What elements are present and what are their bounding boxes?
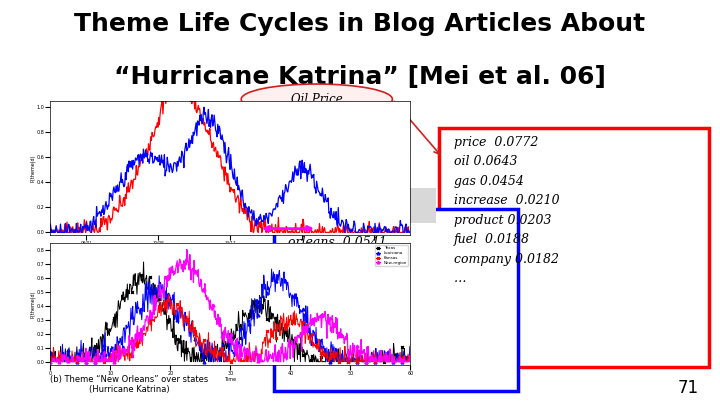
X-axis label: Time: Time [225,377,236,382]
Text: Hurricane Rita: Hurricane Rita [276,198,396,213]
Legend: Texas, Louisiana, Kansas, New-region: Texas, Louisiana, Kansas, New-region [375,245,408,266]
Text: Oil Price: Oil Price [291,93,343,106]
Text: price  0.0772
oil 0.0643
gas 0.0454
increase  0.0210
product 0.0203
fuel  0.0188: price 0.0772 oil 0.0643 gas 0.0454 incre… [454,136,559,285]
Ellipse shape [180,148,338,176]
FancyBboxPatch shape [274,209,518,391]
Y-axis label: P(theme|d): P(theme|d) [30,154,35,182]
Y-axis label: P(theme|d): P(theme|d) [30,290,35,318]
FancyBboxPatch shape [234,188,436,223]
Text: “Hurricane Katrina” [Mei et al. 06]: “Hurricane Katrina” [Mei et al. 06] [114,65,606,89]
Text: New Orleans: New Orleans [220,156,298,168]
Text: city   0.0634
orleans  0.0541
new  0.0342
louisiana 0.0235
flood  0.0227
evacuat: city 0.0634 orleans 0.0541 new 0.0342 lo… [288,217,393,366]
FancyBboxPatch shape [439,128,709,367]
Text: Theme Life Cycles in Blog Articles About: Theme Life Cycles in Blog Articles About [74,12,646,36]
Text: 71: 71 [678,379,698,397]
Text: (b) Theme “New Orleans” over states
(Hurricane Katrina): (b) Theme “New Orleans” over states (Hur… [50,375,209,394]
Text: (a) Theme life cycles in Texas
(Hurricane Katrina): (a) Theme life cycles in Texas (Hurrican… [68,249,192,269]
Ellipse shape [241,84,392,115]
